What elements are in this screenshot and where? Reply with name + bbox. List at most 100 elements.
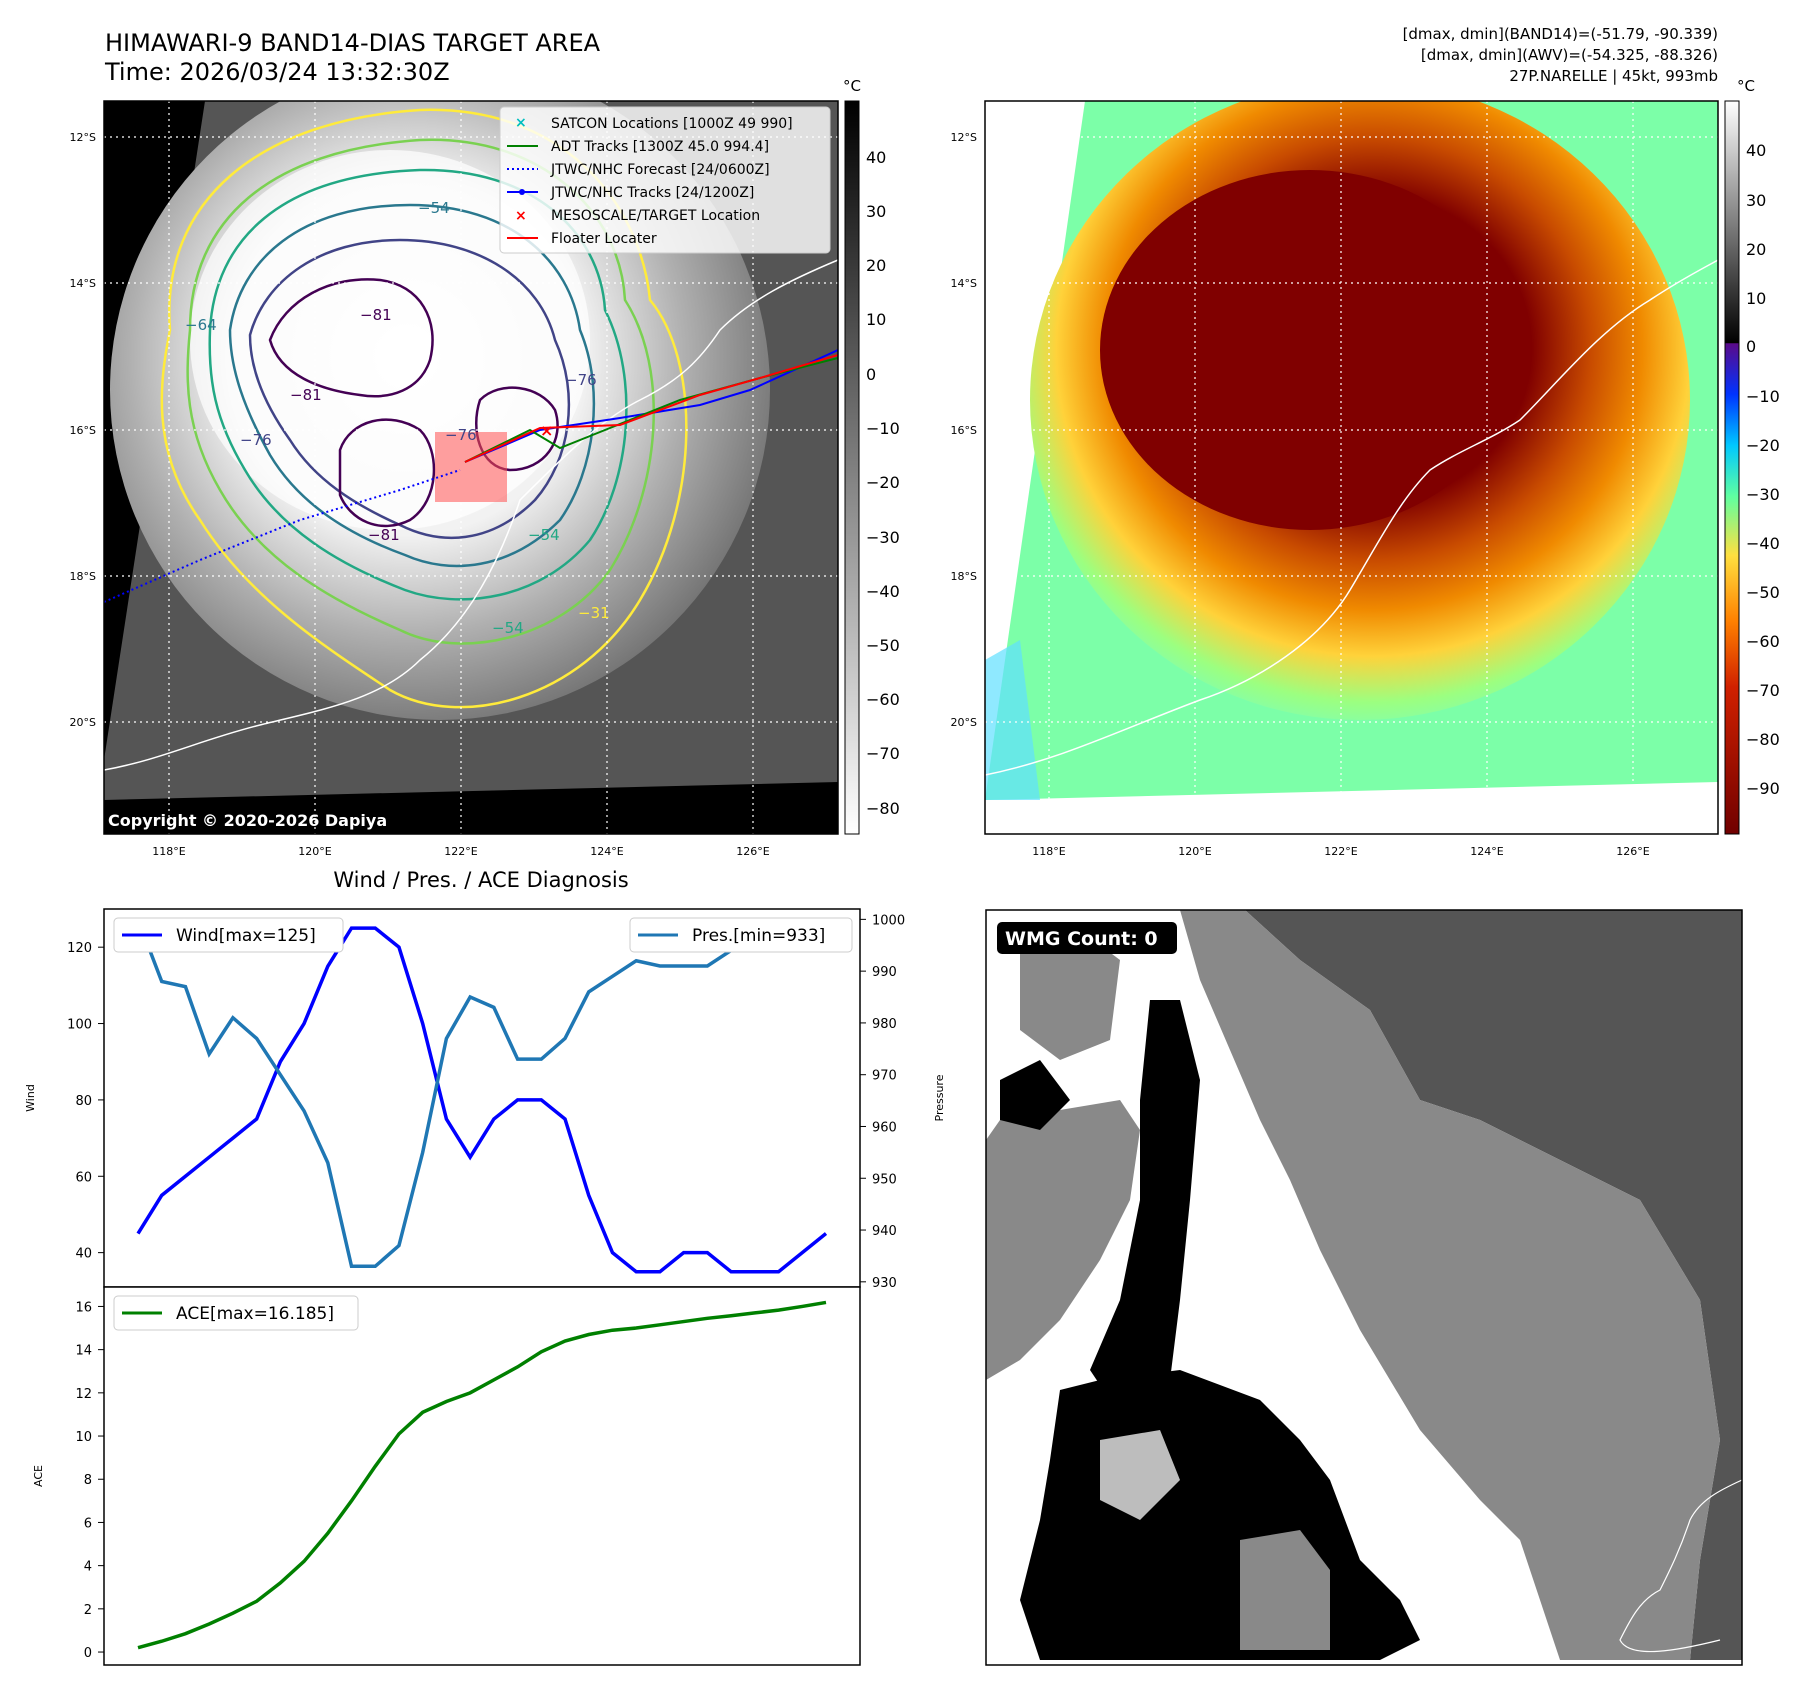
- pressure-tick-label: 960: [872, 1120, 897, 1135]
- mesoscale-target-box: [435, 432, 507, 502]
- awv-colorbar-ticks: 40 30 20 10 0 −10 −20 −30 −40 −50 −60 −7…: [1746, 141, 1780, 798]
- pressure-series-line: [136, 918, 827, 1269]
- wind-plot-area: [103, 908, 861, 1288]
- ir-colorbar: [844, 100, 860, 835]
- ir-colorbar-ticks: 40 30 20 10 0 −10 −20 −30 −40 −50 −60 −7…: [866, 148, 900, 818]
- wmg-gray-region: [1180, 910, 1720, 1660]
- contour-minus81-west: [268, 278, 434, 398]
- ir-lat-label: 14°S: [70, 277, 96, 290]
- wmg-count-text: WMG Count: 0: [1005, 928, 1158, 950]
- awv-lon-label: 124°E: [1470, 845, 1503, 858]
- ir-colorbar-tick: 0: [866, 365, 876, 384]
- awv-lon-label: 120°E: [1178, 845, 1211, 858]
- pressure-tick-label: 980: [872, 1017, 897, 1032]
- ir-contour-label: −81: [290, 386, 322, 404]
- floater-locater-track: [464, 354, 838, 463]
- wind-tick-label: 40: [75, 1247, 92, 1262]
- ir-lon-label: 120°E: [298, 845, 331, 858]
- awv-lat-label: 18°S: [951, 570, 977, 583]
- pressure-legend-box: [629, 917, 853, 953]
- copyright-text: Copyright © 2020-2026 Dapiya: [108, 811, 387, 830]
- pressure-axis-label: Pressure: [933, 1074, 946, 1121]
- wind-tick-label: 100: [67, 1018, 92, 1033]
- legend-floater-label: Floater Locater: [551, 231, 657, 247]
- wind-series-line: [136, 926, 828, 1274]
- contour-minus81-south: [338, 418, 436, 528]
- ir-contour-label: −81: [368, 526, 400, 544]
- awv-colorbar-tick: −20: [1746, 436, 1780, 455]
- legend-target-marker: ×: [515, 208, 527, 224]
- wind-pressure-chart: Wind / Pres. / ACE Diagnosis 40 60 80 100 12…: [24, 868, 946, 1291]
- ace-tick-label: 8: [84, 1473, 92, 1488]
- wmg-panel: WMG Count: 0: [985, 909, 1743, 1666]
- legend-satcon-label: SATCON Locations [1000Z 49 990]: [551, 116, 793, 132]
- awv-colorbar-tick: −10: [1746, 387, 1780, 406]
- ir-lat-labels: 12°S 14°S 16°S 18°S 20°S: [70, 131, 96, 729]
- awv-colorbar: [1724, 100, 1740, 835]
- awv-colorbar-tick: 20: [1746, 240, 1766, 259]
- legend-tracks-dot: [519, 189, 525, 195]
- ir-colorbar-tick: −20: [866, 473, 900, 492]
- ace-tick-label: 6: [84, 1516, 92, 1531]
- ir-colorbar-tick: −70: [866, 744, 900, 763]
- dmax-awv-info: [dmax, dmin](AWV)=(-54.325, -88.326): [1421, 46, 1718, 64]
- ir-colorbar-tick: 20: [866, 256, 886, 275]
- ace-tick-label: 0: [84, 1646, 92, 1661]
- ir-colorbar-unit: °C: [843, 77, 861, 95]
- contour-minus54-outer: [186, 138, 655, 645]
- awv-lat-labels: 12°S 14°S 16°S 18°S 20°S: [951, 131, 977, 729]
- legend-satcon-marker: ×: [515, 115, 527, 131]
- ir-contour-label: −54: [528, 526, 560, 544]
- awv-lon-label: 122°E: [1324, 845, 1357, 858]
- wind-tick-label: 80: [75, 1094, 92, 1109]
- ace-y-ticks: 0 2 4 6 8 10 12 14 16: [75, 1300, 104, 1661]
- awv-map-panel: 12°S 14°S 16°S 18°S 20°S 118°E 120°E 122…: [951, 77, 1780, 858]
- pressure-y-ticks: 930 940 950 960 970 980 990 1000: [860, 913, 905, 1291]
- pressure-tick-label: 970: [872, 1069, 897, 1084]
- wmg-black-band: [1090, 1000, 1200, 1400]
- awv-lat-label: 16°S: [951, 424, 977, 437]
- ace-axis-label: ACE: [32, 1465, 45, 1487]
- awv-colorbar-tick: 40: [1746, 141, 1766, 160]
- ace-tick-label: 4: [84, 1560, 92, 1575]
- ir-colorbar-tick: 40: [866, 148, 886, 167]
- ace-chart: 0 2 4 6 8 10 12 14 16 ACE ACE[max=16.185]: [32, 1286, 861, 1666]
- target-location-marker: ×: [540, 421, 553, 440]
- figure-title-line2: Time: 2026/03/24 13:32:30Z: [104, 58, 450, 86]
- ir-lon-labels: 118°E 120°E 122°E 124°E 126°E: [152, 845, 769, 858]
- pressure-tick-label: 1000: [872, 913, 905, 928]
- ir-contour-label: −54: [418, 199, 450, 217]
- awv-colorbar-tick: 0: [1746, 337, 1756, 356]
- ir-lon-label: 122°E: [444, 845, 477, 858]
- contour-minus76: [248, 238, 571, 540]
- wind-tick-label: 60: [75, 1170, 92, 1185]
- pressure-tick-label: 940: [872, 1224, 897, 1239]
- awv-colorbar-unit: °C: [1737, 77, 1755, 95]
- diagnosis-title: Wind / Pres. / ACE Diagnosis: [333, 868, 628, 892]
- ir-contour-label: −76: [240, 431, 272, 449]
- wmg-gray-patch: [1240, 1530, 1330, 1650]
- ir-colorbar-tick: 30: [866, 202, 886, 221]
- ir-lon-label: 124°E: [590, 845, 623, 858]
- contour-minus31: [160, 108, 688, 709]
- ir-lat-label: 12°S: [70, 131, 96, 144]
- ir-colorbar-tick: −50: [866, 636, 900, 655]
- ir-map-frame: [103, 100, 839, 835]
- ir-contour-label: −31: [578, 604, 610, 622]
- ir-legend: × SATCON Locations [1000Z 49 990] ADT Tr…: [499, 106, 831, 254]
- wmg-frame: [985, 909, 1743, 1666]
- storm-info: 27P.NARELLE | 45kt, 993mb: [1509, 67, 1718, 85]
- ace-legend-label: ACE[max=16.185]: [176, 1304, 334, 1324]
- awv-colorbar-tick: −50: [1746, 583, 1780, 602]
- ir-lon-label: 118°E: [152, 845, 185, 858]
- ir-contour-label: −81: [360, 306, 392, 324]
- legend-target-label: MESOSCALE/TARGET Location: [551, 208, 760, 224]
- awv-colorbar-tick: −40: [1746, 534, 1780, 553]
- ace-series-line: [137, 1300, 827, 1650]
- awv-colorbar-tick: 30: [1746, 191, 1766, 210]
- awv-lat-label: 12°S: [951, 131, 977, 144]
- ace-tick-label: 14: [75, 1344, 92, 1359]
- wind-series-group: [136, 918, 828, 1274]
- awv-colorbar-tick: 10: [1746, 289, 1766, 308]
- wmg-gray-west: [986, 1100, 1140, 1380]
